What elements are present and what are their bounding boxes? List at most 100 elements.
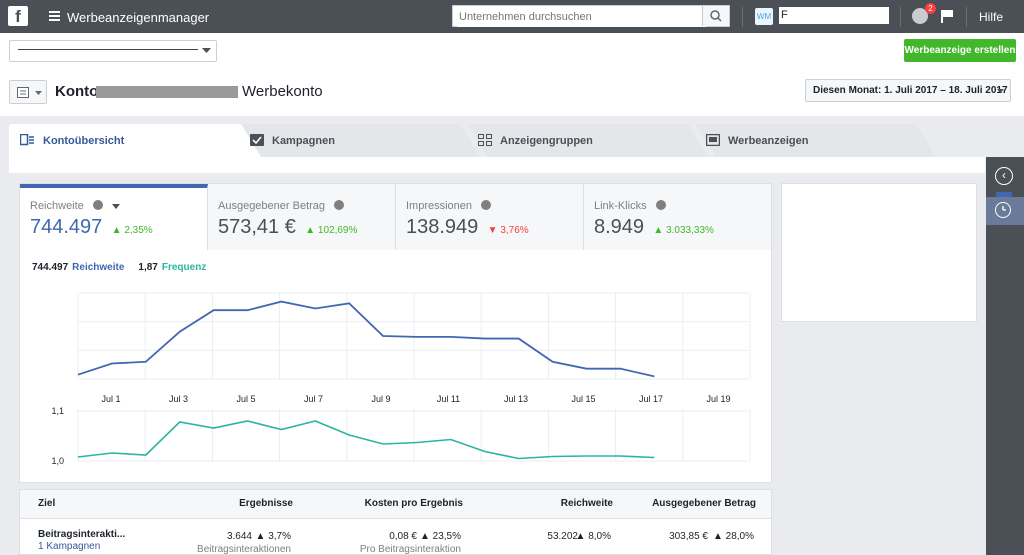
create-ad-button[interactable]: Werbeanzeige erstellen (904, 39, 1016, 62)
tab-ads[interactable]: Werbeanzeigen (698, 124, 916, 157)
x-tick-label: Jul 19 (706, 394, 730, 404)
x-tick-label: Jul 13 (504, 394, 528, 404)
column-header[interactable]: Ausgegebener Betrag (652, 498, 756, 509)
change-value: 2,35% (124, 225, 153, 236)
view-toggle-button[interactable] (9, 80, 47, 104)
info-icon[interactable] (655, 200, 666, 210)
spent-change: ▲ 28,0% (712, 531, 754, 542)
chart-legend: 744.497 Reichweite 1,87 Frequenz (32, 262, 206, 273)
tab-shapes (238, 124, 936, 157)
account-bar: Werbeanzeige erstellen (0, 33, 1024, 68)
chevron-down-icon[interactable] (111, 204, 120, 209)
metric-label: Link-Klicks (594, 200, 647, 212)
column-header[interactable]: Kosten pro Ergebnis (364, 498, 463, 509)
overview-icon (20, 134, 34, 146)
menu-icon[interactable] (49, 11, 60, 21)
collapse-arrow-icon[interactable]: ‹ (995, 167, 1013, 185)
tab-ad-sets[interactable]: Anzeigengruppen (470, 124, 690, 157)
notification-badge: 2 (925, 3, 936, 14)
metric-change: ▲ 2,35% (111, 225, 153, 236)
info-icon[interactable] (481, 200, 492, 210)
metric-value: 573,41 € (218, 216, 296, 238)
change-value: 3,7% (268, 531, 291, 542)
column-header[interactable]: Reichweite (560, 498, 613, 509)
page-title-suffix: Werbekonto (242, 83, 323, 100)
page-header: Konto: Werbekonto Diesen Monat: 1. Juli … (0, 67, 1024, 116)
help-link[interactable]: Hilfe (979, 10, 1004, 24)
tab-campaigns[interactable]: Kampagnen (240, 124, 460, 157)
date-range-picker[interactable]: Diesen Monat: 1. Juli 2017 – 18. Juli 20… (805, 79, 1011, 102)
tab-label: Werbeanzeigen (728, 135, 809, 147)
metrics-card: Reichweite 744.497 ▲ 2,35% Ausgegebener … (19, 183, 772, 483)
x-tick-label: Jul 11 (437, 394, 460, 404)
change-value: 3.033,33% (666, 225, 714, 236)
metric-change: ▼ 3,76% (487, 225, 529, 236)
results-table: Ziel Ergebnisse Kosten pro Ergebnis Reic… (19, 489, 772, 555)
column-header[interactable]: Ergebnisse (239, 498, 293, 509)
clock-hands (1002, 206, 1006, 211)
change-value: 8,0% (588, 531, 611, 542)
change-value: 3,76% (500, 225, 529, 236)
active-tab-corner (237, 124, 261, 157)
metric-change: ▲ 102,69% (305, 225, 358, 236)
metric-value: 8.949 (594, 216, 645, 238)
clock-icon[interactable] (995, 202, 1011, 218)
metric-change: ▲ 3.033,33% (653, 225, 714, 236)
change-value: 28,0% (725, 531, 754, 542)
results-change: ▲ 3,7% (255, 531, 291, 542)
side-card (781, 183, 977, 322)
flag-icon[interactable] (940, 9, 954, 23)
app-title[interactable]: Werbeanzeigenmanager (67, 10, 210, 25)
reach-series-line (77, 300, 655, 378)
chevron-down-icon (202, 48, 211, 53)
campaigns-link[interactable]: 1 Kampagnen (38, 541, 101, 552)
metric-label: Reichweite (30, 200, 84, 212)
rail-indicator (996, 192, 1012, 200)
top-bar: f Werbeanzeigenmanager WM F 2 Hilfe (0, 0, 1024, 33)
spent-cell: 303,85 € (669, 531, 708, 542)
account-name[interactable]: F (779, 7, 889, 24)
y-tick-label: 1,0 (51, 456, 64, 466)
page-title: Konto: (55, 83, 104, 100)
redacted-account (18, 49, 198, 50)
legend-reach-label[interactable]: Reichweite (72, 262, 125, 273)
legend-frequency-label[interactable]: Frequenz (161, 262, 207, 273)
divider (900, 7, 901, 27)
x-tick-label: Jul 17 (639, 394, 663, 404)
metric-link-clicks[interactable]: Link-Klicks 8.949 ▲ 3.033,33% (584, 184, 771, 250)
date-range-label: Diesen Monat: 1. Juli 2017 – 18. Juli 20… (813, 85, 1008, 96)
metric-value: 744.497 (30, 216, 103, 238)
metric-label: Ausgegebener Betrag (218, 200, 326, 212)
column-header[interactable]: Ziel (38, 498, 56, 509)
info-icon[interactable] (92, 200, 103, 210)
account-dropdown[interactable] (9, 40, 217, 62)
grid-icon (478, 134, 492, 146)
search-button[interactable] (702, 6, 729, 26)
info-icon[interactable] (334, 200, 345, 210)
search-input[interactable] (457, 7, 706, 27)
y-tick-label: 1,1 (51, 406, 64, 416)
metric-reach[interactable]: Reichweite 744.497 ▲ 2,35% (20, 184, 208, 250)
frequency-series-line (77, 420, 655, 460)
metric-impressions[interactable]: Impressionen 138.949 ▼ 3,76% (396, 184, 584, 250)
account-avatar[interactable]: WM (755, 8, 773, 25)
x-tick-label: Jul 1 (101, 394, 120, 404)
goal-cell: Beitragsinterakti... (38, 529, 126, 540)
change-value: 102,69% (317, 225, 358, 236)
redacted-account-name (96, 86, 238, 98)
x-tick-label: Jul 3 (169, 394, 188, 404)
cost-change: ▲ 23,5% (419, 531, 461, 542)
globe-icon[interactable] (912, 8, 928, 24)
metric-amount-spent[interactable]: Ausgegebener Betrag 573,41 € ▲ 102,69% (208, 184, 396, 250)
checkbox-icon (250, 134, 264, 146)
cost-sublabel: Pro Beitragsinteraktion (359, 544, 461, 555)
tab-label: Kontoübersicht (43, 135, 125, 147)
tab-content-strip (9, 157, 985, 173)
tab-account-overview[interactable]: Kontoübersicht (9, 124, 237, 157)
reach-frequency-chart: Jul 1 Jul 3 Jul 5 Jul 7 Jul 9 Jul 11 Jul 13 Jul… (51, 292, 751, 466)
divider (966, 7, 967, 27)
table-header: Ziel Ergebnisse Kosten pro Ergebnis Reic… (20, 490, 771, 519)
chevron-down-icon (35, 91, 42, 95)
chevron-down-icon (997, 89, 1004, 93)
facebook-logo-icon[interactable]: f (8, 6, 28, 26)
